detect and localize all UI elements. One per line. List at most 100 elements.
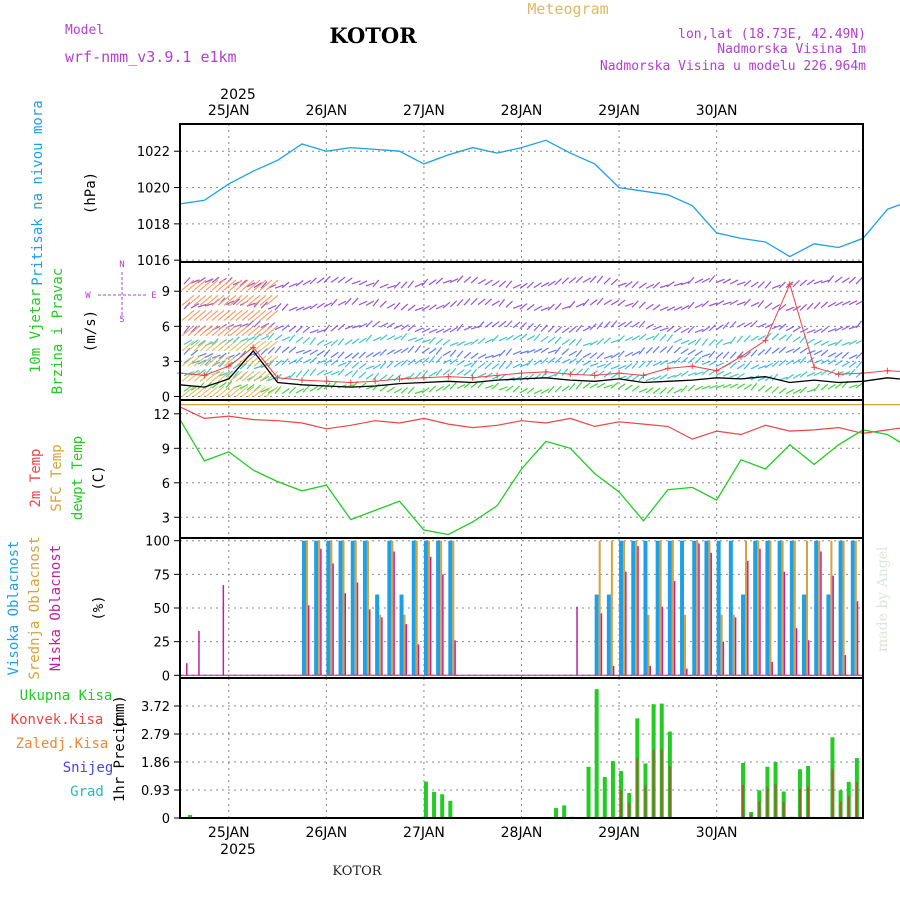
mid-cloud-bar [440, 540, 443, 676]
wind-barb [211, 354, 221, 359]
wind-barb [190, 349, 199, 356]
wind-barb [792, 358, 801, 365]
wind-barb [855, 361, 863, 369]
wind-barb [673, 326, 682, 333]
wind-barb [337, 338, 345, 346]
wind-barb [617, 321, 627, 328]
mid-cloud-bar [793, 540, 796, 676]
conv-precip-bar [644, 785, 647, 818]
high-cloud-bar [326, 540, 331, 676]
low-cloud-bar [600, 613, 603, 676]
wind-barb [848, 368, 856, 377]
wind-barb [183, 347, 191, 355]
wind-barb [470, 276, 479, 284]
wind-barb [694, 278, 704, 284]
wind-barb [820, 349, 829, 357]
wind-barb [673, 306, 683, 311]
wind-barb [785, 348, 795, 354]
low-cloud-bar [186, 663, 188, 676]
wind-barb [400, 386, 409, 394]
wind-barb [351, 338, 360, 345]
mid-cloud-bar [366, 540, 369, 676]
wind-gust-marker [616, 370, 623, 377]
wind-barb [547, 280, 556, 287]
wind-barb [386, 335, 396, 341]
wind-barb [729, 361, 738, 369]
wind-barb [624, 336, 634, 342]
high-cloud-bar [667, 540, 672, 676]
high-cloud-bar [387, 540, 392, 676]
total-precip-bar [448, 800, 453, 818]
wind-barb [638, 301, 646, 309]
wind-barb [778, 346, 787, 354]
wind-barb [421, 327, 431, 333]
wind-barb [265, 355, 279, 367]
wind-barb [722, 278, 732, 284]
wind-barb [834, 326, 844, 332]
wind-barb [428, 328, 438, 334]
wind-barb [491, 300, 501, 306]
low-cloud-bar [576, 606, 578, 676]
wind-barb [190, 303, 200, 309]
wind-barb [211, 340, 225, 352]
mid-cloud-bar [452, 540, 455, 676]
wind-barb [736, 301, 746, 306]
wind-barb [330, 276, 339, 283]
wind-barb [533, 348, 543, 354]
low-cloud-bar [612, 665, 615, 676]
y-tick-label: 3 [162, 355, 170, 370]
wind-barb [428, 371, 438, 377]
wind-barb [428, 385, 436, 393]
wind-barb [239, 279, 248, 287]
pressure-line [179, 139, 900, 258]
wind-barb [687, 301, 695, 310]
wind-barb [624, 384, 633, 391]
wind-barb [309, 303, 318, 310]
wind-barb [456, 340, 466, 347]
wind-barb [274, 386, 282, 394]
wind-barb [365, 365, 375, 370]
wind-barb [512, 321, 521, 329]
wind-barb [302, 326, 311, 334]
wind-barb [365, 334, 373, 343]
conv-precip-bar [782, 802, 785, 818]
conv-precip-bar [798, 788, 801, 818]
top-year-label: 2025 [220, 87, 256, 103]
wind-barb [435, 338, 444, 346]
wind-barb [337, 362, 347, 367]
low-cloud-bar [759, 548, 761, 676]
wind-barb [260, 301, 268, 309]
wind-barb [442, 359, 452, 365]
top-date-label: 25JAN [208, 103, 250, 119]
wind-barb [841, 325, 851, 331]
conv-precip-bar [636, 758, 639, 818]
wind-barb [407, 345, 415, 353]
wind-barb [673, 356, 682, 364]
temp-ylabel-3: dewpt Temp [70, 436, 86, 520]
high-cloud-bar [741, 594, 746, 676]
wind-barb [673, 372, 683, 378]
wind-barb [344, 324, 354, 330]
wind-barb [379, 348, 387, 356]
wind-barb [344, 277, 353, 284]
wind-barb [456, 350, 464, 358]
wind-barb [260, 335, 270, 341]
wind-barb [820, 326, 829, 333]
wind-barb [715, 352, 724, 359]
high-cloud-bar [680, 540, 685, 676]
wind-barb [193, 386, 207, 397]
pressure-unit: (hPa) [83, 172, 99, 214]
wind-barb [187, 386, 201, 397]
wind-barb [638, 282, 647, 289]
model-name: wrf-nmm_v3.9.1 e1km [65, 48, 237, 66]
wind-gust-marker [884, 367, 891, 374]
wind-barb [229, 310, 243, 321]
panels: 1016 1018 1020 1022 Pritisak na nivou mora (h… [6, 100, 900, 827]
wind-barb [337, 300, 347, 306]
wind-barb [610, 352, 620, 359]
wind-barb [421, 387, 430, 394]
wind-ylabel-1: 10m Vjetar [28, 289, 44, 373]
wind-barb [743, 334, 751, 343]
wind-barb [799, 279, 808, 287]
